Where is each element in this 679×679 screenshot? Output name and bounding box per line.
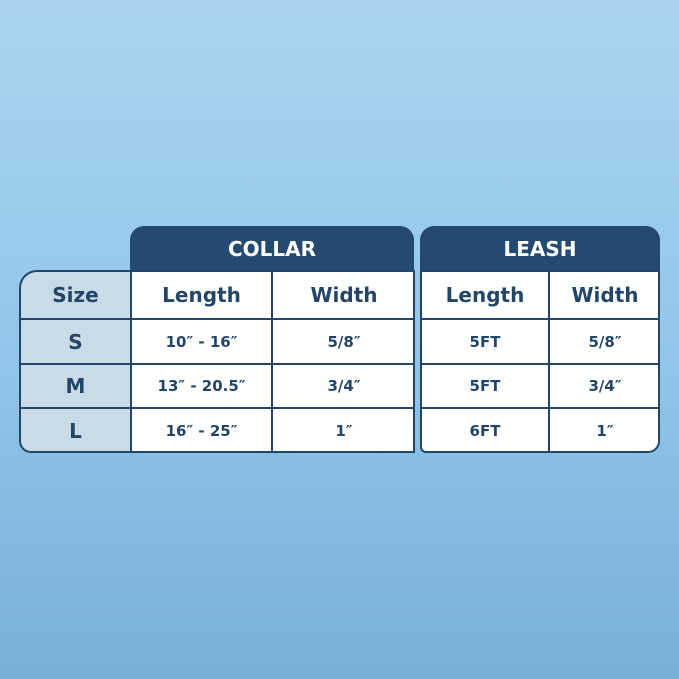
- leash-table: Length Width 5FT 5/8″ 5FT 3/4″ 6FT 1″: [420, 270, 660, 453]
- collar-length-m: 13″ - 20.5″: [132, 365, 273, 409]
- collar-width-m: 3/4″: [273, 365, 413, 409]
- leash-length-header: Length: [422, 272, 550, 320]
- collar-width-s: 5/8″: [273, 320, 413, 365]
- collar-length-header: Length: [132, 272, 273, 320]
- size-m: M: [21, 365, 132, 409]
- leash-width-m: 3/4″: [550, 365, 658, 409]
- leash-length-m: 5FT: [422, 365, 550, 409]
- leash-length-l: 6FT: [422, 409, 550, 451]
- size-header: Size: [21, 272, 132, 320]
- collar-title: COLLAR: [130, 226, 414, 272]
- size-s: S: [21, 320, 132, 365]
- leash-width-s: 5/8″: [550, 320, 658, 365]
- collar-length-l: 16″ - 25″: [132, 409, 273, 451]
- leash-width-header: Width: [550, 272, 658, 320]
- collar-table: Length Width 10″ - 16″ 5/8″ 13″ - 20.5″ …: [130, 270, 415, 453]
- collar-width-header: Width: [273, 272, 413, 320]
- collar-width-l: 1″: [335, 422, 353, 440]
- collar-length-s: 10″ - 16″: [132, 320, 273, 365]
- leash-length-s: 5FT: [422, 320, 550, 365]
- leash-width-l: 1″: [596, 422, 614, 440]
- leash-title: LEASH: [420, 226, 660, 272]
- size-column: Size S M L: [19, 270, 132, 453]
- size-l: L: [21, 409, 132, 451]
